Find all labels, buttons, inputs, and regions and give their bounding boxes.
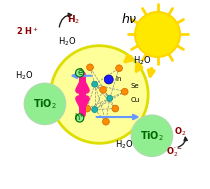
Circle shape (76, 69, 84, 77)
Text: H$_2$O: H$_2$O (114, 139, 133, 151)
Text: $h\nu$: $h\nu$ (121, 12, 138, 26)
Text: Se: Se (130, 83, 139, 89)
Text: H$_2$O: H$_2$O (58, 36, 77, 48)
Text: H$_2$O: H$_2$O (15, 70, 34, 82)
Circle shape (131, 115, 173, 156)
Circle shape (100, 86, 106, 93)
Circle shape (92, 81, 98, 87)
Text: 2 H$^+$: 2 H$^+$ (16, 25, 40, 36)
Text: TiO$_2$: TiO$_2$ (140, 129, 164, 143)
Circle shape (112, 105, 119, 112)
Circle shape (24, 83, 66, 125)
Circle shape (107, 95, 113, 101)
Text: O$_2^{\cdot-}$: O$_2^{\cdot-}$ (166, 146, 183, 159)
Text: H$_2$: H$_2$ (67, 13, 80, 26)
Text: H$_2$O: H$_2$O (133, 54, 152, 67)
Circle shape (92, 107, 98, 112)
Circle shape (76, 114, 84, 122)
Text: h⁺: h⁺ (75, 113, 85, 122)
Circle shape (135, 12, 180, 57)
Circle shape (116, 65, 122, 72)
Circle shape (121, 88, 128, 95)
Text: In: In (115, 76, 122, 81)
Circle shape (87, 64, 93, 71)
Text: ē: ē (77, 68, 82, 77)
Circle shape (84, 105, 91, 112)
Text: TiO$_2$: TiO$_2$ (33, 97, 57, 111)
Text: Cu: Cu (130, 97, 140, 103)
Text: O$_2$: O$_2$ (174, 126, 186, 138)
Circle shape (102, 118, 109, 125)
Circle shape (51, 46, 148, 143)
Circle shape (104, 75, 113, 84)
